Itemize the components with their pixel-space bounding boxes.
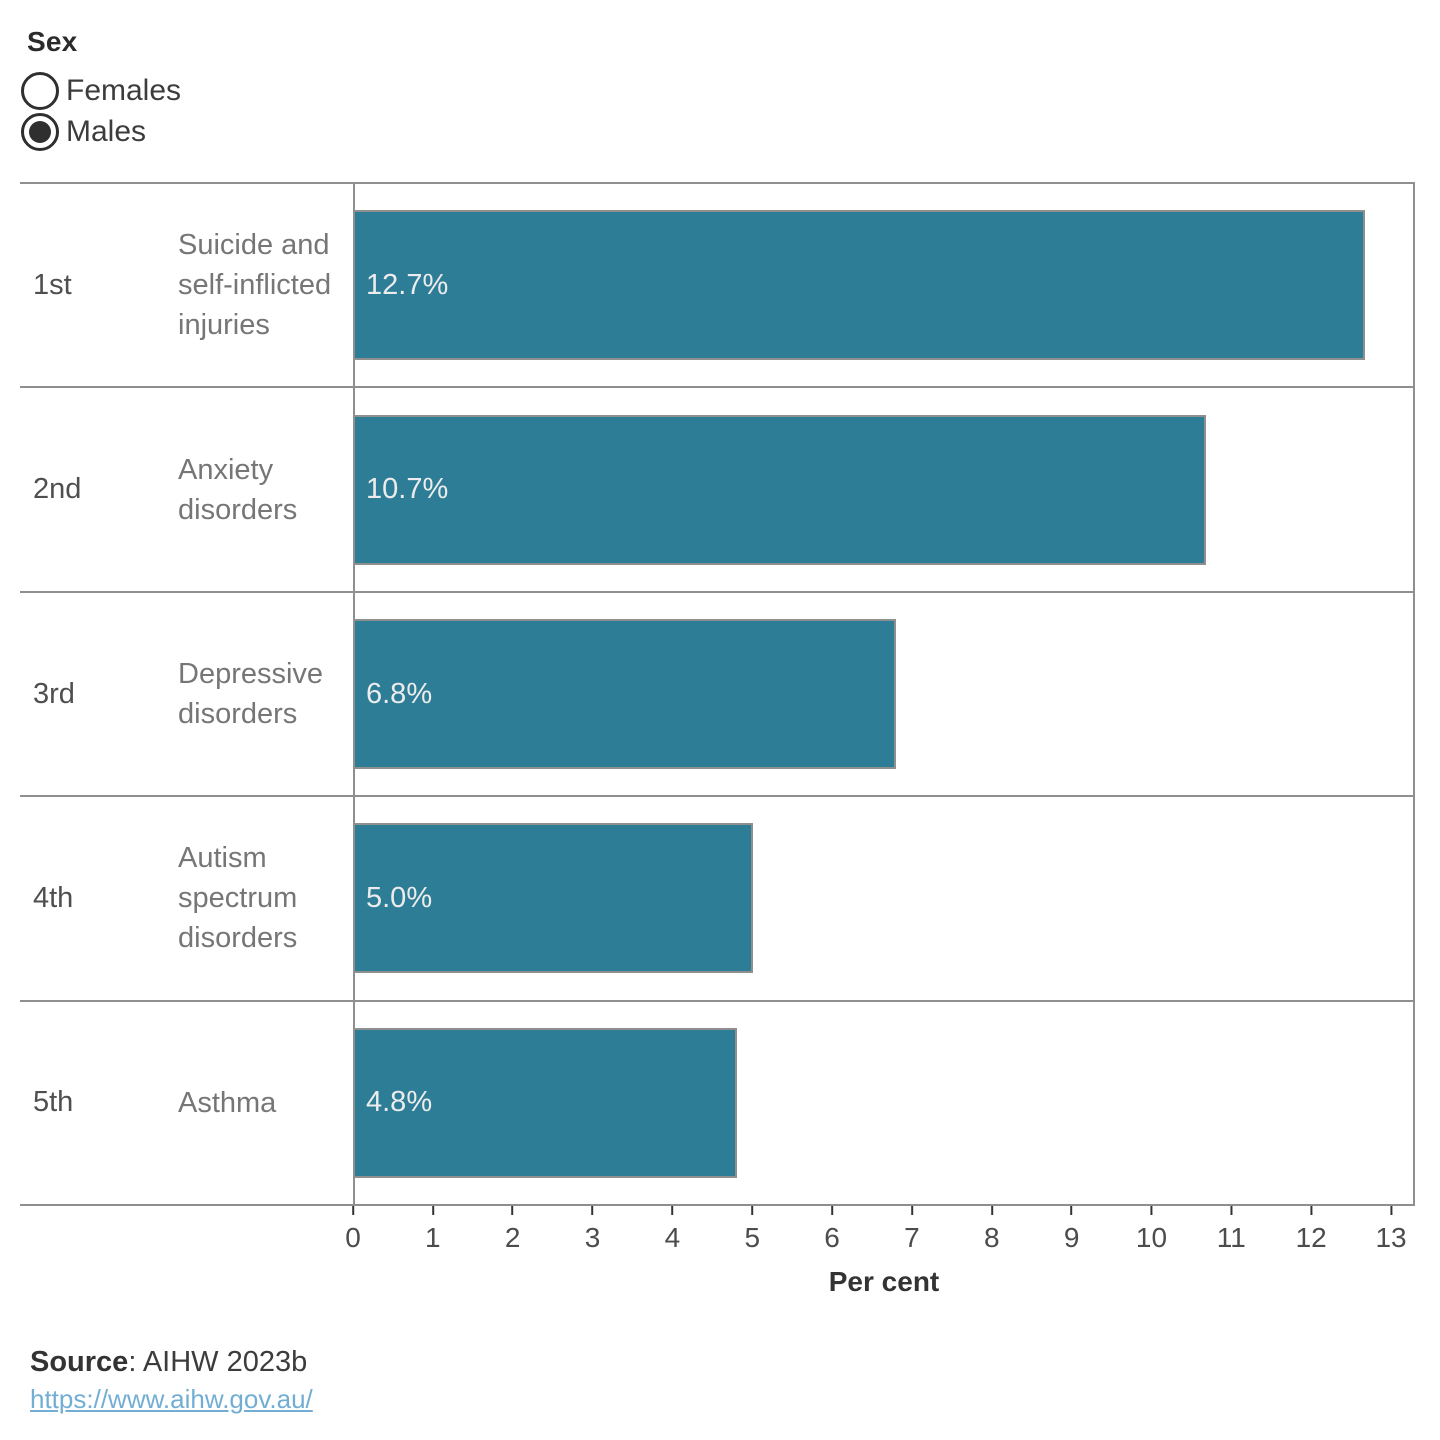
condition-label: Asthma (178, 1086, 277, 1119)
bar[interactable]: 5.0% (355, 823, 753, 974)
axis-tick-mark (831, 1206, 834, 1215)
condition-label: Autism spectrum disorders (178, 842, 298, 955)
axis-tick-label: 12 (1295, 1222, 1327, 1253)
axis-tick: 0 (345, 1206, 361, 1254)
source-note: Source: AIHW 2023b (30, 1346, 307, 1379)
rank-label: 3rd (33, 677, 75, 710)
axis-tick-label: 1 (425, 1222, 441, 1253)
axis-tick-mark (351, 1206, 354, 1215)
bar[interactable]: 6.8% (355, 619, 896, 770)
axis-tick-label: 4 (664, 1222, 681, 1253)
axis-tick-label: 5 (744, 1222, 761, 1253)
bar-value-label: 4.8% (366, 1086, 433, 1119)
bar-chart-table: 1st Suicide and self-inflicted injuries … (20, 182, 1415, 1206)
axis-tick-mark (511, 1206, 514, 1215)
bar[interactable]: 4.8% (355, 1027, 737, 1178)
source-prefix: Source (30, 1346, 129, 1378)
axis-tick: 4 (664, 1206, 681, 1254)
radio-button-icon[interactable] (21, 71, 59, 110)
axis-tick-mark (671, 1206, 674, 1215)
condition-label: Depressive disorders (178, 658, 324, 731)
table-row: 2nd Anxiety disorders 10.7% (20, 386, 1413, 591)
axis-tick: 1 (425, 1206, 441, 1254)
plot-cell: 4.8% (353, 1001, 1413, 1205)
plot-cell: 12.7% (353, 184, 1413, 387)
radio-option-label: Males (66, 114, 147, 148)
axis-tick-label: 13 (1375, 1222, 1407, 1253)
axis-tick: 8 (984, 1206, 1000, 1254)
axis-tick: 5 (744, 1206, 760, 1254)
axis-tick-label: 11 (1216, 1222, 1246, 1253)
condition-label: Suicide and self-inflicted injuries (178, 229, 332, 342)
radio-button-icon[interactable] (21, 112, 59, 151)
plot-cell: 5.0% (353, 797, 1413, 1000)
sex-legend: Sex Females Males (21, 26, 181, 152)
axis-tick-mark (1150, 1206, 1153, 1215)
axis-tick: 7 (904, 1206, 920, 1254)
bar[interactable]: 10.7% (355, 414, 1207, 565)
axis-tick: 11 (1217, 1206, 1246, 1254)
sex-radio-option[interactable]: Females (21, 70, 181, 111)
plot-cell: 10.7% (353, 388, 1413, 591)
axis-tick: 9 (1063, 1206, 1080, 1254)
axis-tick: 3 (584, 1206, 601, 1254)
axis-tick-label: 6 (824, 1222, 840, 1253)
source-text: : AIHW 2023b (128, 1346, 308, 1378)
axis-tick-mark (751, 1206, 754, 1215)
axis-tick-label: 8 (984, 1222, 1000, 1253)
bar-value-label: 6.8% (366, 677, 433, 710)
axis-tick-mark (990, 1206, 993, 1215)
axis-tick-label: 7 (904, 1222, 920, 1253)
x-axis: 0 1 2 3 4 5 6 7 8 9 10 1 (345, 1206, 1415, 1276)
rank-label: 2nd (33, 473, 82, 506)
table-row: 1st Suicide and self-inflicted injuries … (20, 182, 1413, 387)
rank-label: 5th (33, 1086, 74, 1119)
table-row: 4th Autism spectrum disorders 5.0% (20, 795, 1413, 1000)
bar-value-label: 10.7% (366, 473, 449, 506)
axis-tick: 12 (1296, 1206, 1327, 1254)
axis-tick: 6 (824, 1206, 840, 1254)
table-row: 5th Asthma 4.8% (20, 999, 1413, 1205)
axis-tick-mark (1230, 1206, 1233, 1215)
radio-option-label: Females (66, 73, 182, 107)
source-link[interactable]: https://www.aihw.gov.au/ (30, 1384, 313, 1414)
sex-radio-group: Females Males (21, 70, 181, 152)
axis-tick-mark (1390, 1206, 1393, 1215)
axis-tick-mark (431, 1206, 434, 1215)
axis-tick-label: 3 (584, 1222, 601, 1253)
axis-tick: 13 (1375, 1206, 1407, 1254)
x-axis-label: Per cent (828, 1266, 940, 1297)
axis-tick-mark (1070, 1206, 1073, 1215)
radio-dot-icon (29, 120, 51, 143)
axis-tick-label: 0 (345, 1222, 361, 1253)
legend-title: Sex (27, 26, 78, 57)
axis-tick: 10 (1136, 1206, 1167, 1254)
bar-value-label: 5.0% (366, 881, 433, 914)
axis-tick-label: 10 (1135, 1222, 1168, 1253)
axis-tick-mark (910, 1206, 913, 1215)
rank-label: 1st (33, 268, 72, 301)
axis-tick: 2 (504, 1206, 521, 1254)
axis-tick-mark (1310, 1206, 1313, 1215)
condition-label: Anxiety disorders (178, 453, 298, 526)
bar[interactable]: 12.7% (355, 210, 1366, 361)
table-row: 3rd Depressive disorders 6.8% (20, 590, 1413, 796)
axis-tick-label: 2 (504, 1222, 521, 1253)
bar-value-label: 12.7% (366, 268, 449, 301)
plot-cell: 6.8% (353, 592, 1413, 796)
axis-tick-mark (591, 1206, 594, 1215)
axis-tick-label: 9 (1063, 1222, 1080, 1253)
rank-label: 4th (33, 881, 74, 914)
sex-radio-option[interactable]: Males (21, 111, 181, 152)
